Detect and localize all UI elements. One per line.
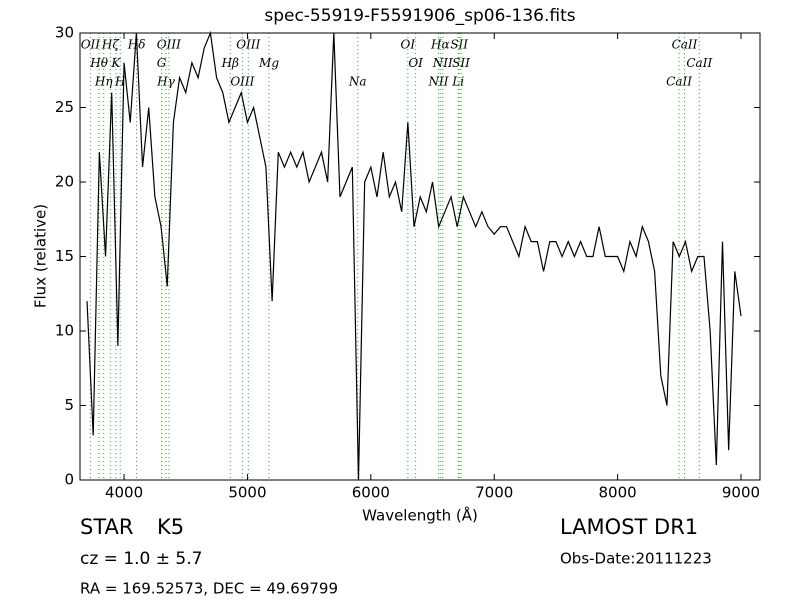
y-tick-label: 5	[64, 396, 74, 414]
spectral-line-label: SII	[452, 56, 470, 70]
x-tick-label: 4000	[105, 484, 143, 502]
x-tick-label: 5000	[228, 484, 266, 502]
x-tick-label: 7000	[475, 484, 513, 502]
coords-label: RA = 169.52573, DEC = 49.69799	[80, 580, 338, 598]
y-tick-label: 25	[55, 98, 74, 116]
spectral-line-label: Hθ	[89, 56, 108, 70]
spectral-line-label: G	[157, 56, 167, 70]
spectral-line-label: Hα	[430, 38, 450, 52]
spectral-line-label: CaII	[666, 75, 692, 89]
spectral-line-label: Na	[348, 75, 367, 89]
x-axis-label: Wavelength (Å)	[362, 506, 478, 525]
y-tick-label: 30	[55, 24, 74, 42]
chart-title: spec-55919-F5591906_sp06-136.fits	[264, 6, 575, 26]
spectral-line-label: OIII	[236, 38, 260, 52]
y-axis-label: Flux (relative)	[32, 204, 50, 308]
spectral-line-label: OII	[81, 38, 101, 52]
y-tick-label: 0	[64, 471, 74, 489]
spectrum-line	[86, 30, 742, 481]
spectral-line-label: OIII	[157, 38, 181, 52]
x-tick-label: 8000	[599, 484, 637, 502]
spectral-line-label: CaII	[686, 56, 712, 70]
spectral-line-label: Hβ	[221, 56, 239, 70]
spectral-line-label: OIII	[230, 75, 254, 89]
class-label: STAR	[80, 515, 133, 539]
spectral-line-label: NII	[432, 56, 453, 70]
spectral-line-label: Hη	[94, 75, 113, 89]
spectral-line-label: Mg	[258, 56, 279, 70]
obs-date-label: Obs-Date:20111223	[560, 550, 712, 568]
spectral-line-label: SII	[450, 38, 468, 52]
plot-frame	[79, 32, 761, 481]
subclass-label: K5	[157, 515, 184, 539]
spectral-line-label: NII	[427, 75, 448, 89]
spectral-line-label: CaII	[672, 38, 698, 52]
y-tick-label: 20	[55, 173, 74, 191]
survey-label: LAMOST DR1	[560, 515, 698, 539]
spectral-line-label: OI	[408, 56, 423, 70]
spectral-line-label: Hζ	[101, 38, 120, 52]
y-tick-label: 15	[55, 247, 74, 265]
y-tick-label: 10	[55, 322, 74, 340]
cz-label: cz = 1.0 ± 5.7	[80, 549, 202, 569]
spectral-line-label: OI	[401, 38, 416, 52]
x-tick-label: 6000	[352, 484, 390, 502]
spectral-line-label: Hγ	[156, 75, 175, 89]
spectral-line-label: K	[110, 56, 121, 70]
spectral-line-label: Li	[451, 75, 464, 89]
x-tick-label: 9000	[722, 484, 760, 502]
